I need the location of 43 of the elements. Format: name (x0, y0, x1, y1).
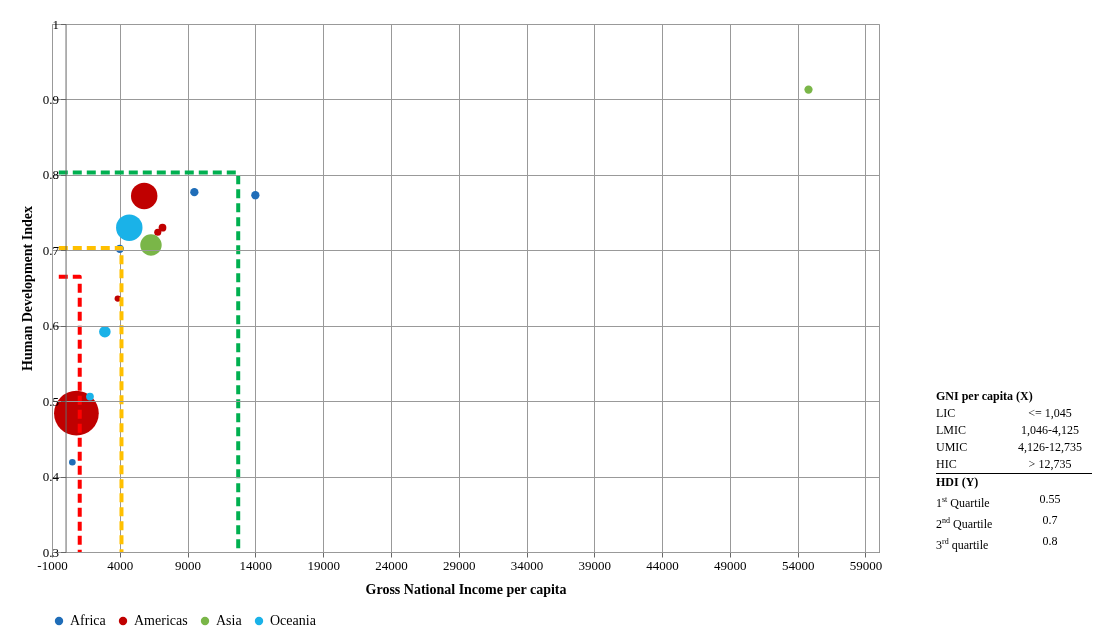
text: UMIC (936, 439, 968, 456)
text: LIC (936, 405, 956, 422)
text: 0.7 (1041, 512, 1059, 529)
legend-label: Asia (216, 613, 243, 628)
text: 1,046-4,125 (1020, 422, 1080, 439)
y-tick-label: 0.8 (42, 167, 60, 183)
text: <= 1,045 (1027, 405, 1073, 422)
x-tick-label: 29000 (442, 557, 476, 573)
text: 0.55 (1038, 491, 1062, 508)
x-tick-label: 4000 (107, 557, 134, 573)
y-tick-label: 0.9 (42, 91, 60, 107)
x-tick-label: 14000 (239, 557, 273, 573)
text: HIC (936, 456, 957, 473)
x-tick-label: 44000 (646, 557, 679, 573)
x-tick-label: -1000 (37, 557, 68, 573)
text: GNI per capita (X) (936, 388, 1034, 405)
text: 0.8 (1041, 533, 1059, 550)
y-tick-label: 0.7 (42, 242, 60, 258)
legend-label: Oceania (270, 613, 317, 628)
text: HDI (Y) (936, 474, 980, 491)
x-tick-label: 24000 (375, 557, 408, 573)
text: 1$^{st}$ Quartile (936, 494, 990, 512)
y-tick-label: 0.5 (42, 393, 60, 409)
legend-label: Africa (70, 613, 107, 628)
text: 2$^{nd}$ Quartile (936, 515, 993, 533)
y-tick-label: 0.3 (42, 544, 60, 560)
x-tick-label: 39000 (578, 557, 612, 573)
x-tick-label: 49000 (714, 557, 747, 573)
x-tick-label: 34000 (510, 557, 544, 573)
text: 4,126-12,735 (1017, 439, 1083, 456)
y-tick-label: 1 (52, 16, 60, 32)
legend-label: Americas (134, 613, 188, 628)
x-tick-label: 19000 (307, 557, 340, 573)
y-tick-label: 0.4 (42, 469, 60, 485)
text: LMIC (936, 422, 966, 439)
text: > 12,735 (1027, 456, 1073, 473)
x-tick-label: 59000 (849, 557, 883, 573)
x-tick-label: 9000 (175, 557, 202, 573)
y-axis-title: Human Development Index (19, 206, 35, 371)
x-axis-title: Gross National Income per capita (365, 581, 567, 597)
y-tick-label: 0.6 (42, 318, 60, 334)
x-tick-label: 54000 (781, 557, 815, 573)
text: 3$^{rd}$ quartile (936, 536, 989, 554)
